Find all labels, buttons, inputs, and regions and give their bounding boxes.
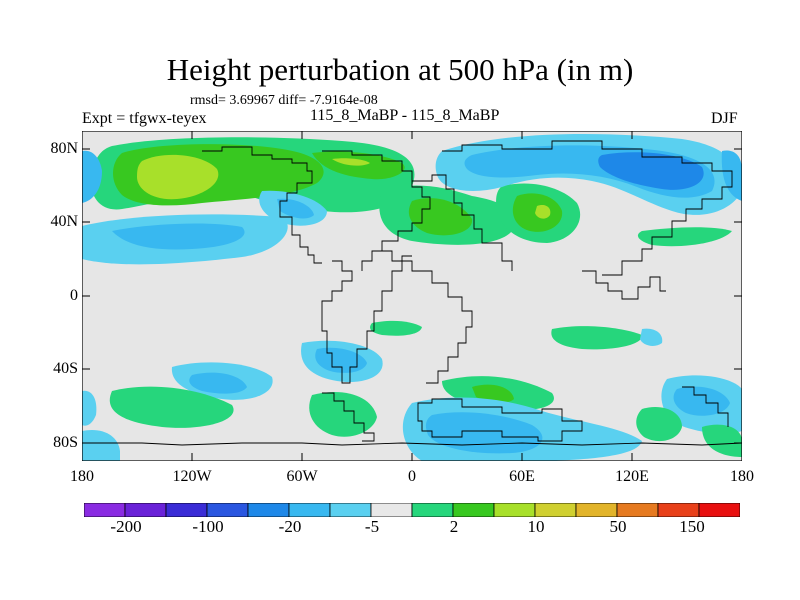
- lon-label: 180: [730, 468, 754, 485]
- lon-label: 120E: [615, 468, 649, 485]
- colorbar-label: 50: [609, 517, 627, 536]
- colorbar-box: [616, 503, 659, 517]
- colorbar-box: [452, 503, 495, 517]
- lat-label: 40S: [53, 360, 78, 377]
- lat-label: 40N: [50, 213, 78, 230]
- colorbar-label: -200: [110, 517, 142, 536]
- colorbar-label: -20: [278, 517, 302, 536]
- lon-label: 180: [70, 468, 94, 485]
- colorbar-label: -5: [364, 517, 380, 536]
- rmsd-text: rmsd= 3.69967 diff= -7.9164e-08: [190, 93, 378, 108]
- case-label: 115_8_MaBP - 115_8_MaBP: [310, 107, 500, 124]
- colorbar-label: -100: [192, 517, 224, 536]
- colorbar-box: [411, 503, 454, 517]
- colorbar-label: 10: [527, 517, 545, 536]
- colorbar-label: 150: [679, 517, 705, 536]
- colorbar-box: [575, 503, 618, 517]
- colorbar-box: [370, 503, 413, 517]
- colorbar-box: [698, 503, 740, 517]
- lon-label: 60W: [286, 468, 318, 485]
- colorbar: [84, 503, 740, 517]
- colorbar-box: [493, 503, 536, 517]
- colorbar-box: [206, 503, 249, 517]
- colorbar-label: 2: [449, 517, 459, 536]
- map-plot: [82, 131, 742, 461]
- coastlines: [82, 140, 742, 446]
- axis-ticks: [82, 131, 742, 461]
- colorbar-box: [329, 503, 372, 517]
- lat-label: 0: [70, 287, 78, 304]
- colorbar-box: [165, 503, 208, 517]
- plot-title: Height perturbation at 500 hPa (in m): [166, 52, 634, 87]
- colorbar-box: [657, 503, 700, 517]
- experiment-label: Expt = tfgwx-teyex: [82, 110, 207, 127]
- colorbar-box: [84, 503, 126, 517]
- lat-label: 80N: [50, 140, 78, 157]
- colorbar-box: [534, 503, 577, 517]
- colorbar-box: [124, 503, 167, 517]
- lon-label: 120W: [172, 468, 212, 485]
- lat-label: 80S: [53, 434, 78, 451]
- season-label: DJF: [711, 110, 738, 127]
- colorbar-box: [247, 503, 290, 517]
- lon-label: 0: [408, 468, 416, 485]
- colorbar-box: [288, 503, 331, 517]
- lon-label: 60E: [509, 468, 535, 485]
